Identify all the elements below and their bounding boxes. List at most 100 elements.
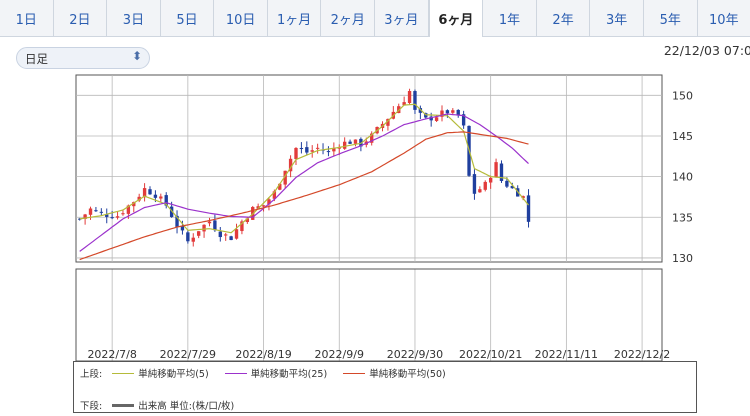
y-tick-label: 145	[672, 130, 693, 143]
candle-body	[499, 163, 504, 181]
legend-lower-label: 下段:	[80, 401, 103, 412]
x-tick-label: 2022/10/21	[459, 348, 522, 361]
candle-body	[451, 110, 455, 113]
legend-item-sma5: 単純移動平均(5)	[102, 366, 209, 380]
legend: 上段: 単純移動平均(5) 単純移動平均(25) 単純移動平均(50) 下段: …	[73, 361, 697, 413]
candle-body	[196, 231, 201, 236]
candle-body	[186, 232, 190, 242]
legend-item-sma50: 単純移動平均(50)	[333, 366, 446, 380]
candle-body	[83, 214, 87, 219]
candle-body	[88, 208, 93, 215]
candle-body	[99, 211, 104, 213]
candle-body	[202, 224, 206, 232]
x-tick-label: 2022/9/30	[387, 348, 443, 361]
candle-body	[245, 218, 250, 222]
tab-8[interactable]: 6ヶ月	[428, 0, 484, 37]
tab-5[interactable]: 1ヶ月	[268, 0, 322, 36]
legend-item-volume: 出来高 単位:(株/口/枚)	[102, 398, 234, 412]
candle-body	[110, 217, 114, 219]
x-tick-label: 2022/7/29	[160, 348, 216, 361]
tab-0[interactable]: 1日	[0, 0, 54, 36]
candle-body	[461, 114, 466, 126]
candle-body	[472, 174, 477, 194]
candle-body	[78, 218, 82, 220]
candle-body	[240, 221, 244, 232]
candle-body	[434, 117, 439, 121]
candle-body	[159, 196, 163, 199]
candle-body	[115, 216, 120, 218]
candle-body	[521, 196, 525, 199]
tab-13[interactable]: 10年	[709, 12, 739, 28]
legend-upper-row: 上段: 単純移動平均(5) 単純移動平均(25) 単純移動平均(50)	[80, 366, 452, 380]
candle-body	[283, 170, 287, 185]
candle-body	[132, 202, 136, 207]
tab-7[interactable]: 3ヶ月	[375, 0, 429, 36]
up-down-chevron-icon: ⬍	[131, 49, 142, 63]
candle-body	[353, 139, 358, 144]
candle-body	[337, 147, 341, 149]
period-select-value: 日足	[25, 52, 48, 66]
price-panel	[75, 74, 663, 263]
candle-body	[105, 214, 109, 217]
x-tick-label: 2022/8/19	[235, 348, 291, 361]
candle-body	[478, 189, 482, 193]
tab-1[interactable]: 2日	[54, 0, 108, 36]
candle-body	[272, 191, 277, 199]
candle-body	[137, 196, 141, 201]
candle-body	[332, 148, 336, 152]
candle-body	[413, 91, 417, 110]
y-tick-label: 135	[672, 211, 693, 224]
candle-body	[121, 213, 125, 215]
candle-body	[229, 236, 233, 241]
legend-swatch-sma5	[112, 372, 135, 374]
tab-9[interactable]: 1年	[483, 0, 537, 36]
candle-body	[386, 118, 390, 126]
candle-body	[191, 237, 195, 242]
candle-body	[294, 147, 298, 160]
candle-body	[342, 141, 347, 149]
candle-body	[402, 102, 406, 106]
tab-10[interactable]: 2年	[537, 0, 591, 36]
legend-item-sma25: 単純移動平均(25)	[215, 366, 327, 380]
candle-body	[278, 183, 282, 190]
candle-body	[256, 206, 260, 209]
candle-body	[142, 188, 147, 198]
candle-body	[234, 229, 239, 239]
tab-6[interactable]: 2ヶ月	[321, 0, 376, 36]
tab-12[interactable]: 5年	[644, 0, 698, 36]
candle-body	[440, 110, 444, 117]
candle-body	[310, 150, 314, 152]
candle-body	[505, 180, 509, 187]
candle-body	[488, 177, 493, 183]
candle-body	[370, 133, 374, 143]
candle-body	[261, 205, 266, 207]
legend-swatch-sma25	[224, 372, 247, 374]
tab-2[interactable]: 3日	[107, 0, 161, 36]
candle-body	[299, 147, 304, 150]
y-tick-label: 150	[672, 89, 693, 102]
candle-body	[510, 185, 514, 189]
candle-body	[213, 220, 217, 231]
legend-swatch-sma50	[343, 372, 366, 374]
candle-body	[218, 231, 222, 238]
y-tick-label: 130	[672, 252, 693, 265]
candle-body	[267, 199, 271, 205]
candle-body	[164, 195, 168, 206]
tab-3[interactable]: 5日	[161, 0, 215, 36]
candle-body	[418, 108, 423, 113]
candle-body	[445, 110, 450, 114]
candle-body	[288, 158, 293, 172]
legend-label-volume: 出来高 単位:(株/口/枚)	[138, 401, 235, 412]
candle-body	[126, 205, 131, 214]
tab-11[interactable]: 3年	[590, 0, 644, 36]
period-select[interactable]: 日足 ⬍	[16, 47, 150, 69]
tab-4[interactable]: 10日	[214, 0, 268, 36]
y-tick-label: 140	[672, 171, 693, 184]
candle-body	[483, 181, 487, 190]
candle-body	[169, 206, 174, 217]
sma-line-0	[79, 103, 529, 234]
candle-body	[407, 90, 412, 104]
candle-body	[180, 225, 185, 231]
candle-body	[153, 194, 158, 198]
